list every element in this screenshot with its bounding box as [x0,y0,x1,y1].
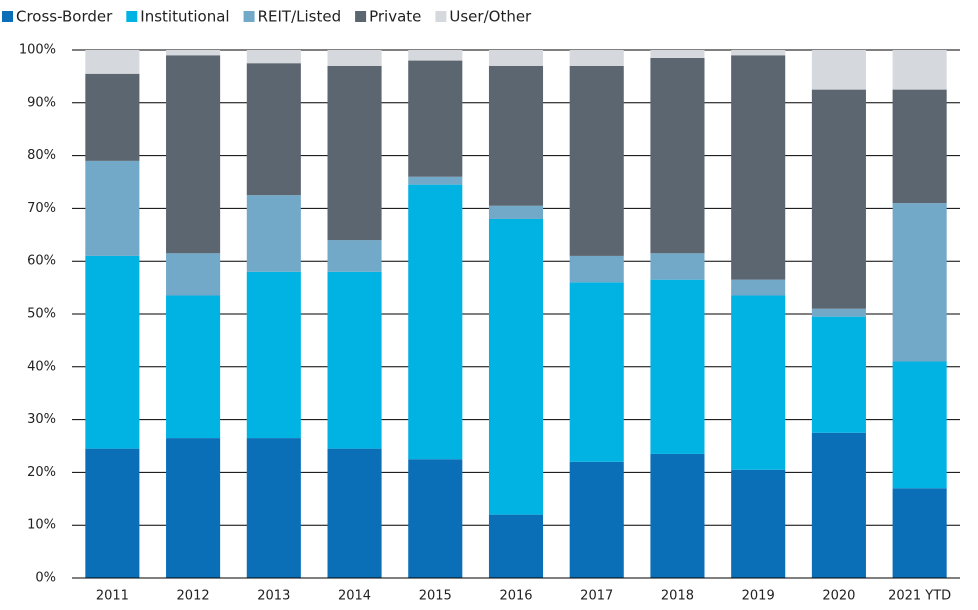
bar-segment [85,160,140,256]
y-tick-label: 80% [27,148,56,163]
bar-segment [488,205,544,219]
y-tick-label: 100% [19,43,56,58]
bar-segment [569,50,624,66]
y-tick-label: 20% [27,465,56,480]
legend-swatch [2,11,13,22]
y-tick-label: 60% [27,254,56,269]
x-tick-label: 2012 [177,589,210,604]
bar-segment [85,50,140,74]
bar-segment [408,60,463,177]
bar-segment [650,253,705,280]
legend-swatch [126,11,138,22]
x-tick-label: 2015 [419,589,452,604]
legend-swatch [243,11,255,22]
bar-segment [408,459,463,578]
bar-segment [650,279,705,454]
bar-segment [327,271,382,449]
bar-segment [569,255,624,283]
bar-segment [731,469,786,578]
y-tick-label: 50% [27,307,56,322]
bar-segment [166,295,221,439]
x-tick-label: 2018 [661,589,694,604]
y-tick-label: 70% [27,201,56,216]
legend: Cross-Border Institutional REIT/Listed Priv… [2,8,532,26]
legend-label: REIT/Listed [258,8,342,26]
legend-label: Cross-Border [16,8,113,26]
y-tick-label: 30% [27,412,56,427]
bar-segment [892,203,947,362]
bar-segment [731,55,786,280]
x-tick-label: 2013 [257,589,290,604]
legend-label: Institutional [140,8,229,26]
bar-segment [246,438,301,578]
bar-segment [408,184,463,460]
bar-segment [166,50,221,56]
bar-segment [811,89,866,309]
bar-segment [327,65,382,241]
bar-segment [488,218,544,515]
x-tick-label: 2020 [822,589,855,604]
x-tick-label: 2017 [580,589,613,604]
bar-segment [246,271,301,439]
legend-label: Private [369,8,421,26]
x-tick-label: 2021 YTD [888,589,951,604]
bar-segment [327,448,382,578]
bar-segment [166,55,221,254]
bar-segment [327,50,382,66]
legend-swatch [355,11,367,22]
bar-segment [650,50,705,58]
x-tick-label: 2014 [338,589,371,604]
bar-segment [166,253,221,296]
bar-segment [650,453,705,578]
bar-segment [246,63,301,196]
legend-label: User/Other [449,8,532,26]
bar-segment [85,73,140,161]
bar-segment [892,50,947,90]
bar-segment [327,240,382,272]
bar-segment [408,50,463,61]
bar-segment [569,461,624,578]
legend-swatch [435,11,447,22]
y-tick-label: 10% [27,518,56,533]
bar-segment [811,308,866,317]
bar-segment [811,316,866,433]
bar-segment [892,89,947,204]
bar-segment [892,361,947,489]
bar-segment [731,50,786,56]
bar-segment [731,295,786,470]
x-tick-label: 2016 [499,589,532,604]
bar-segment [166,438,221,578]
bar-segment [650,57,705,254]
bar-segment [488,50,544,66]
bar-segment [85,255,140,449]
bar-segment [246,50,301,64]
bar-segment [569,65,624,256]
bar-segment [488,514,544,578]
y-tick-label: 90% [27,95,56,110]
x-tick-label: 2011 [96,589,129,604]
bar-segment [408,176,463,185]
y-tick-label: 0% [35,571,56,586]
y-tick-label: 40% [27,359,56,374]
bar-segment [488,65,544,206]
bar-segment [811,50,866,90]
bar-segment [569,282,624,462]
bar-segment [811,432,866,578]
bar-segment [85,448,140,578]
bar-segment [731,279,786,296]
bar-segment [246,195,301,272]
bar-segment [892,488,947,578]
x-tick-label: 2019 [742,589,775,604]
